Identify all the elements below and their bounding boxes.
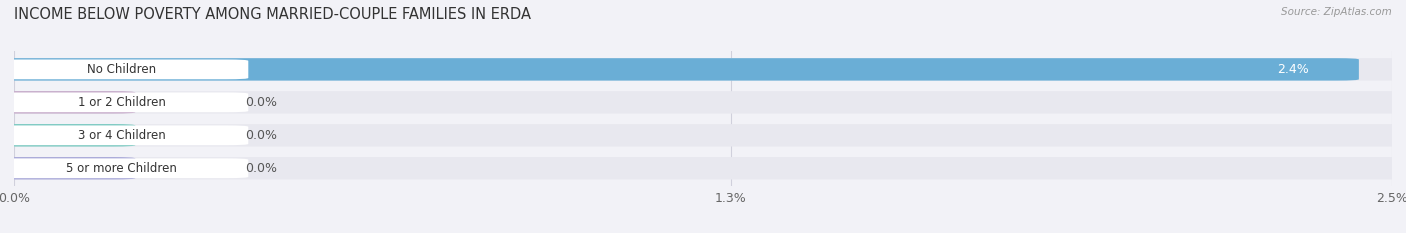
FancyBboxPatch shape: [0, 157, 1406, 179]
FancyBboxPatch shape: [0, 59, 249, 79]
Text: 0.0%: 0.0%: [246, 96, 277, 109]
Text: 3 or 4 Children: 3 or 4 Children: [77, 129, 166, 142]
FancyBboxPatch shape: [0, 91, 1406, 113]
FancyBboxPatch shape: [0, 124, 1406, 147]
Text: No Children: No Children: [87, 63, 156, 76]
Text: INCOME BELOW POVERTY AMONG MARRIED-COUPLE FAMILIES IN ERDA: INCOME BELOW POVERTY AMONG MARRIED-COUPL…: [14, 7, 531, 22]
FancyBboxPatch shape: [0, 93, 249, 112]
Text: 0.0%: 0.0%: [246, 129, 277, 142]
FancyBboxPatch shape: [0, 124, 135, 147]
FancyBboxPatch shape: [0, 91, 135, 113]
FancyBboxPatch shape: [0, 58, 1358, 81]
FancyBboxPatch shape: [0, 58, 1406, 81]
FancyBboxPatch shape: [0, 125, 249, 145]
Text: 0.0%: 0.0%: [246, 162, 277, 175]
Text: 1 or 2 Children: 1 or 2 Children: [77, 96, 166, 109]
FancyBboxPatch shape: [0, 157, 135, 179]
FancyBboxPatch shape: [0, 158, 249, 178]
Text: 5 or more Children: 5 or more Children: [66, 162, 177, 175]
Text: Source: ZipAtlas.com: Source: ZipAtlas.com: [1281, 7, 1392, 17]
Text: 2.4%: 2.4%: [1278, 63, 1309, 76]
